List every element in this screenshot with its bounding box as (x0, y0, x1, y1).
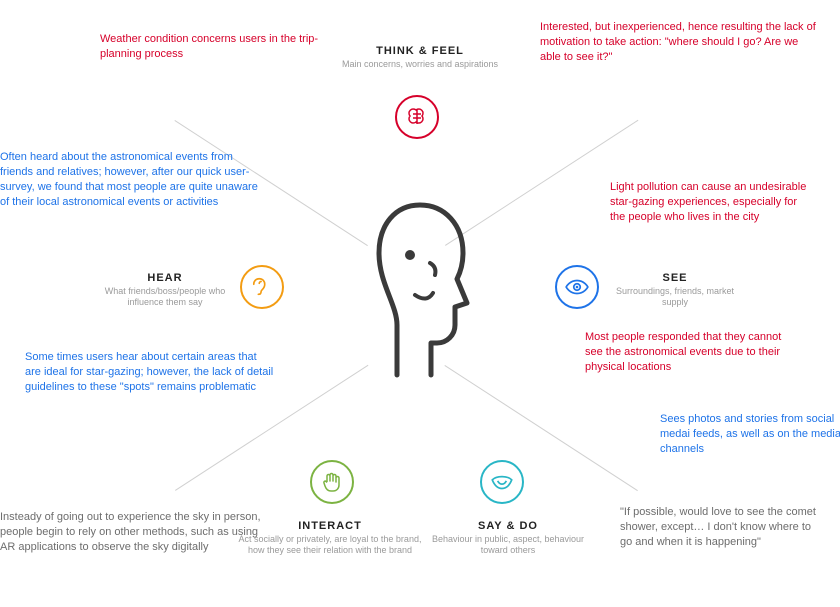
annot-see-red: Light pollution can cause an undesirable… (610, 180, 810, 225)
saydo-sub: Behaviour in public, aspect, behaviour t… (418, 534, 598, 557)
brain-icon (395, 95, 439, 139)
think-title: THINK & FEEL (330, 45, 510, 57)
hand-icon (310, 460, 354, 504)
see-title: SEE (610, 272, 740, 284)
annot-hear-blue: Often heard about the astronomical event… (0, 150, 260, 209)
annot-think-red2: Interested, but inexperienced, hence res… (540, 20, 820, 65)
saydo-title: SAY & DO (418, 520, 598, 532)
annot-see-blue: Sees photos and stories from social meda… (660, 412, 840, 457)
empathy-map: THINK & FEEL Main concerns, worries and … (0, 0, 840, 607)
annot-think-red: Weather condition concerns users in the … (100, 32, 330, 62)
think-label: THINK & FEEL Main concerns, worries and … (330, 45, 510, 70)
see-label: SEE Surroundings, friends, market supply (610, 272, 740, 309)
annot-interact-gray: Insteady of going out to experience the … (0, 510, 270, 555)
saydo-label: SAY & DO Behaviour in public, aspect, be… (418, 520, 598, 557)
see-sub: Surroundings, friends, market supply (610, 286, 740, 309)
hear-label: HEAR What friends/boss/people who influe… (100, 272, 230, 309)
mouth-icon (480, 460, 524, 504)
ear-icon (240, 265, 284, 309)
hear-title: HEAR (100, 272, 230, 284)
annot-saydo-gray: "If possible, would love to see the come… (620, 505, 820, 550)
hear-sub: What friends/boss/people who influence t… (100, 286, 230, 309)
eye-icon (555, 265, 599, 309)
annot-see-red2: Most people responded that they cannot s… (585, 330, 785, 375)
annot-hear-blue2: Some times users hear about certain area… (25, 350, 275, 395)
head-silhouette (365, 195, 475, 385)
think-sub: Main concerns, worries and aspirations (330, 59, 510, 70)
